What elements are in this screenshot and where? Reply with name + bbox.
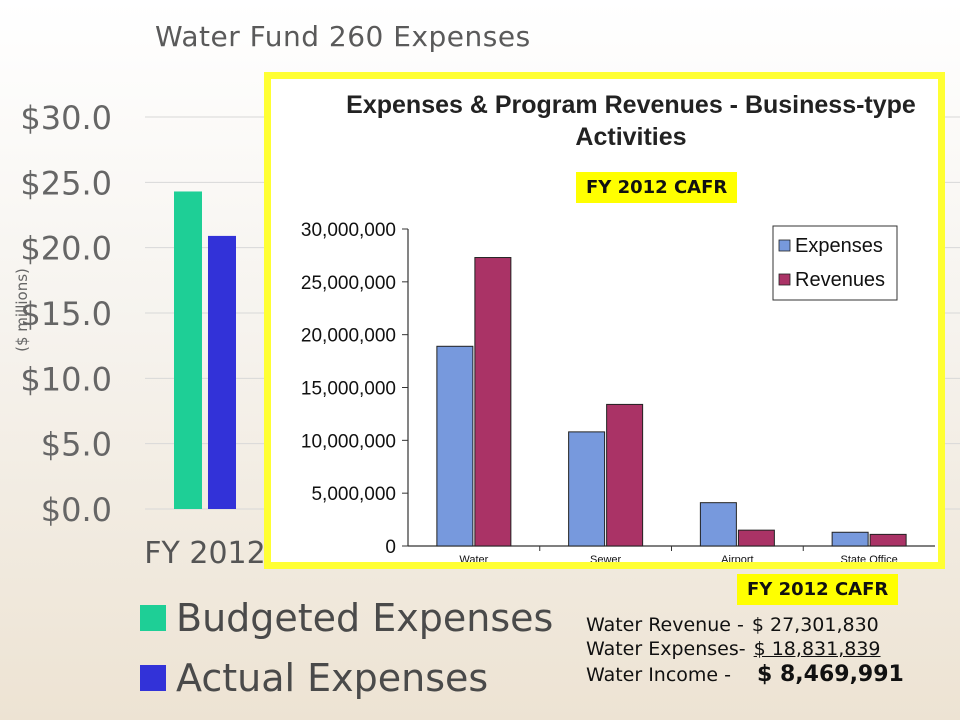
- expenses-value: $ 18,831,839: [753, 638, 881, 660]
- fg-bar-revenues-water: [474, 257, 512, 547]
- legend-swatch-budgeted: [140, 605, 166, 631]
- fg-x-category-label: Sewer: [590, 554, 622, 562]
- fg-bar-expenses-water: [436, 345, 474, 547]
- fg-y-tick-label: 5,000,000: [311, 484, 396, 505]
- cafr-chart-title: Expenses & Program Revenues - Business-t…: [346, 91, 916, 151]
- legend-label-budgeted: Budgeted Expenses: [176, 596, 554, 640]
- fg-bar-revenues-sewer: [606, 403, 644, 547]
- bg-bar-budgeted: [174, 191, 202, 510]
- bg-y-tick-label: $5.0: [41, 426, 112, 464]
- bg-y-tick-label: $15.0: [20, 295, 112, 333]
- bg-y-tick-label: $0.0: [41, 491, 112, 529]
- bg-y-tick-label: $20.0: [20, 230, 112, 268]
- legend-item-actual: Actual Expenses: [140, 656, 488, 700]
- fg-y-tick-label: 20,000,000: [301, 326, 396, 347]
- fg-bar-expenses-sewer: [568, 431, 606, 547]
- cafr-chart: 30,000,000 25,000,000 20,000,000 15,000,000…: [301, 220, 935, 562]
- revenue-value: $ 27,301,830: [751, 614, 879, 636]
- fg-legend-box: [772, 225, 898, 301]
- bg-y-tick-label: $10.0: [20, 360, 112, 398]
- revenue-label: Water Revenue -: [586, 614, 744, 636]
- fg-x-category-label: State Office: [840, 554, 897, 562]
- fg-bar-revenues-airport: [737, 529, 775, 547]
- water-summary: Water Revenue - $ 27,301,830 Water Expen…: [586, 614, 904, 687]
- bg-bar-actual: [208, 235, 236, 509]
- fg-x-category-label: Water: [459, 554, 488, 562]
- fg-y-tick-label: 25,000,000: [301, 273, 396, 294]
- cafr-badge-bottom: FY 2012 CAFR: [737, 574, 899, 605]
- fg-legend-swatch-revenues: [778, 273, 791, 286]
- bg-y-tick-label: $30.0: [20, 99, 112, 137]
- fg-legend-label-expenses: Expenses: [795, 235, 883, 257]
- income-value: $ 8,469,991: [757, 662, 904, 687]
- fg-legend-swatch-expenses: [778, 239, 791, 252]
- bg-y-axis-label: ($ millions): [13, 268, 31, 352]
- fg-x-category-label: Airport: [721, 554, 753, 562]
- expenses-label: Water Expenses-: [586, 638, 746, 660]
- legend-label-actual: Actual Expenses: [176, 656, 489, 700]
- fg-y-tick-label: 0: [385, 537, 396, 558]
- cafr-badge-top: FY 2012 CAFR: [576, 172, 738, 203]
- summary-row-expenses: Water Expenses- $ 18,831,839: [586, 638, 904, 662]
- fg-legend: Expenses Revenues: [772, 225, 898, 301]
- legend-item-budgeted: Budgeted Expenses: [140, 596, 553, 640]
- summary-row-income: Water Income - $ 8,469,991: [586, 662, 904, 687]
- fg-legend-label-revenues: Revenues: [795, 269, 885, 291]
- legend-swatch-actual: [140, 665, 166, 691]
- fg-bar-expenses-airport: [699, 502, 737, 547]
- summary-row-revenue: Water Revenue - $ 27,301,830: [586, 614, 904, 638]
- income-label: Water Income -: [586, 664, 732, 686]
- background-chart-title: Water Fund 260 Expenses: [155, 20, 531, 53]
- fg-bar-revenues-state-office: [869, 533, 907, 547]
- fg-y-tick-label: 15,000,000: [301, 379, 396, 400]
- fg-y-tick-label: 10,000,000: [301, 431, 396, 452]
- cafr-chart-panel: Expenses & Program Revenues - Business-t…: [264, 72, 945, 569]
- bg-x-category-label: FY 2012: [144, 536, 265, 571]
- bg-y-tick-label: $25.0: [20, 164, 112, 202]
- fg-y-tick-label: 30,000,000: [301, 220, 396, 241]
- fg-bar-expenses-state-office: [831, 531, 869, 547]
